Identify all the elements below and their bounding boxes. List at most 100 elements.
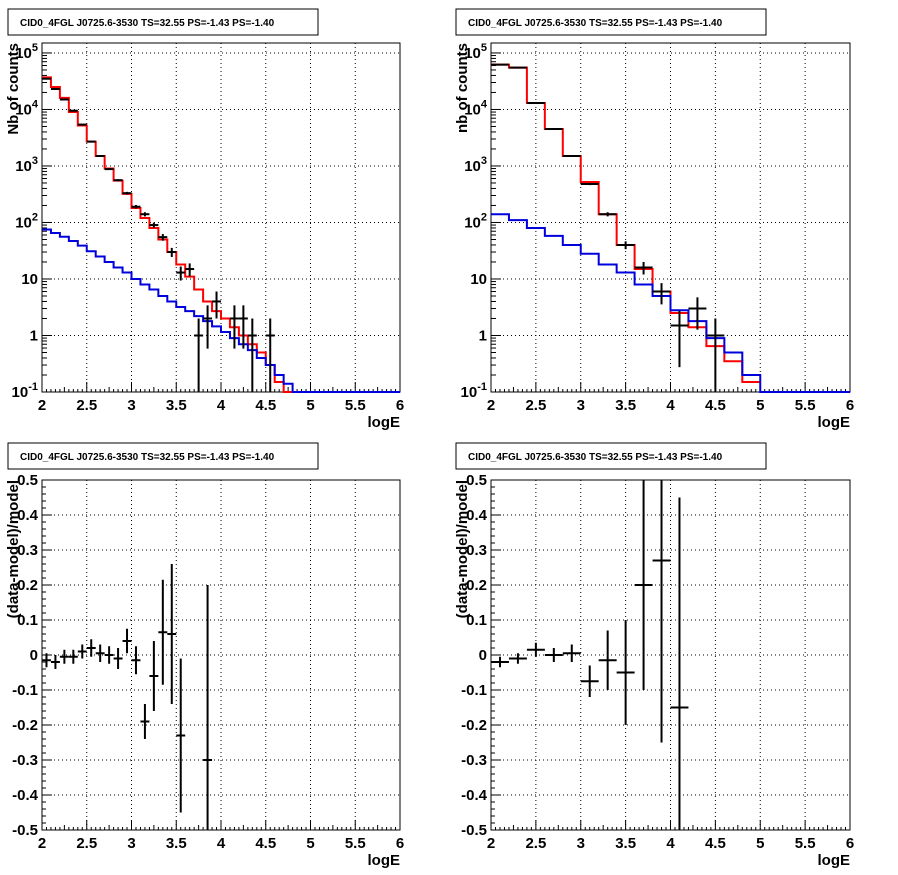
y-tick-label: 1 xyxy=(479,327,487,344)
chart-title: CID0_4FGL J0725.6-3530 TS=32.55 PS=-1.43… xyxy=(20,18,275,29)
data-point xyxy=(131,205,141,209)
x-tick-label: 5 xyxy=(756,835,764,852)
step-line-series-1 xyxy=(42,76,293,393)
x-tick-label: 4.5 xyxy=(705,835,726,852)
data-point xyxy=(185,263,195,277)
x-tick-label: 4 xyxy=(666,397,675,414)
y-tick-label: 0.1 xyxy=(466,612,487,629)
data-point xyxy=(104,646,114,664)
data-point xyxy=(526,642,545,657)
y-tick-label: -0.3 xyxy=(12,752,38,769)
data-point xyxy=(122,628,132,654)
x-tick-label: 4 xyxy=(666,835,675,852)
x-tick-label: 5.5 xyxy=(345,397,366,414)
data-point xyxy=(149,222,159,228)
data-point xyxy=(140,704,150,739)
data-point xyxy=(176,658,186,813)
y-tick-label: 0.4 xyxy=(17,507,39,524)
y-tick-label: 0 xyxy=(479,647,487,664)
x-tick-label: 3 xyxy=(127,397,135,414)
data-point xyxy=(86,639,96,657)
y-tick-label: 10 xyxy=(470,271,487,288)
data-point xyxy=(140,212,150,217)
x-axis-label: logE xyxy=(818,414,851,431)
y-tick-label: -0.2 xyxy=(12,717,38,734)
data-point xyxy=(203,305,213,349)
data-point xyxy=(77,123,87,126)
y-tick-label: 0.1 xyxy=(17,612,38,629)
x-tick-label: 2.5 xyxy=(525,835,546,852)
title-box xyxy=(455,442,767,470)
x-axis-label: logE xyxy=(368,414,401,431)
x-tick-label: 2 xyxy=(38,835,46,852)
y-axis-label: Nb of counts xyxy=(5,43,22,135)
data-point xyxy=(167,247,177,257)
data-point xyxy=(194,318,204,392)
y-tick-label: -0.4 xyxy=(12,787,39,804)
data-point xyxy=(508,653,527,664)
data-point xyxy=(544,128,563,131)
step-line-series-2 xyxy=(42,228,400,393)
data-point xyxy=(616,620,635,725)
x-tick-label: 2 xyxy=(38,397,46,414)
y-tick-label: 10-1 xyxy=(12,381,38,401)
x-tick-label: 2 xyxy=(487,835,495,852)
y-tick-label: -0.2 xyxy=(461,717,487,734)
data-point xyxy=(149,641,159,711)
data-point xyxy=(562,644,581,662)
data-point xyxy=(247,318,257,392)
data-point xyxy=(634,261,653,275)
y-tick-label: -0.1 xyxy=(461,682,487,699)
x-tick-label: 5.5 xyxy=(795,835,816,852)
panel-1: CID0_4FGL J0725.6-3530 TS=32.55 PS=-1.43… xyxy=(5,8,404,431)
x-axis-label: logE xyxy=(368,852,401,869)
data-point xyxy=(229,305,239,349)
data-point xyxy=(113,179,123,182)
title-box xyxy=(455,8,767,36)
y-tick-label: -0.4 xyxy=(461,787,488,804)
x-tick-label: 3 xyxy=(127,835,135,852)
step-line-series-2 xyxy=(491,213,850,393)
y-tick-label: -0.3 xyxy=(461,752,487,769)
y-tick-label: -0.5 xyxy=(461,822,487,839)
data-point xyxy=(59,649,69,664)
x-tick-label: 5.5 xyxy=(795,397,816,414)
data-point xyxy=(203,585,213,830)
data-point xyxy=(616,241,635,250)
y-tick-label: 1 xyxy=(30,327,38,344)
data-point xyxy=(670,310,689,368)
title-box xyxy=(7,442,319,470)
x-tick-label: 4.5 xyxy=(255,835,276,852)
x-tick-label: 3.5 xyxy=(166,397,187,414)
x-axis-label: logE xyxy=(818,852,851,869)
y-tick-label: 0.2 xyxy=(466,577,487,594)
data-point xyxy=(598,630,617,690)
data-point xyxy=(95,644,105,662)
x-tick-label: 6 xyxy=(846,835,854,852)
data-point xyxy=(634,480,653,690)
data-point xyxy=(652,480,671,743)
x-tick-label: 6 xyxy=(846,397,854,414)
data-point xyxy=(670,497,689,830)
y-tick-label: 0 xyxy=(30,647,38,664)
title-box xyxy=(7,8,319,36)
data-point xyxy=(706,318,725,392)
y-axis-label: (data-model)/model xyxy=(5,480,22,618)
chart-title: CID0_4FGL J0725.6-3530 TS=32.55 PS=-1.43… xyxy=(468,18,723,29)
x-tick-label: 2 xyxy=(487,397,495,414)
data-point xyxy=(42,653,51,668)
data-point xyxy=(50,655,60,669)
y-tick-label: -0.1 xyxy=(12,682,38,699)
data-point xyxy=(158,579,168,685)
y-tick-label: 104 xyxy=(464,98,488,118)
data-point xyxy=(688,297,707,330)
data-point xyxy=(212,291,221,319)
data-point xyxy=(95,155,105,158)
x-tick-label: 2.5 xyxy=(76,397,97,414)
data-point xyxy=(238,305,248,349)
x-tick-label: 4 xyxy=(217,397,226,414)
x-tick-label: 6 xyxy=(396,835,404,852)
y-tick-label: 0.2 xyxy=(17,577,38,594)
y-tick-label: 102 xyxy=(464,211,487,231)
y-tick-label: 104 xyxy=(15,98,39,118)
